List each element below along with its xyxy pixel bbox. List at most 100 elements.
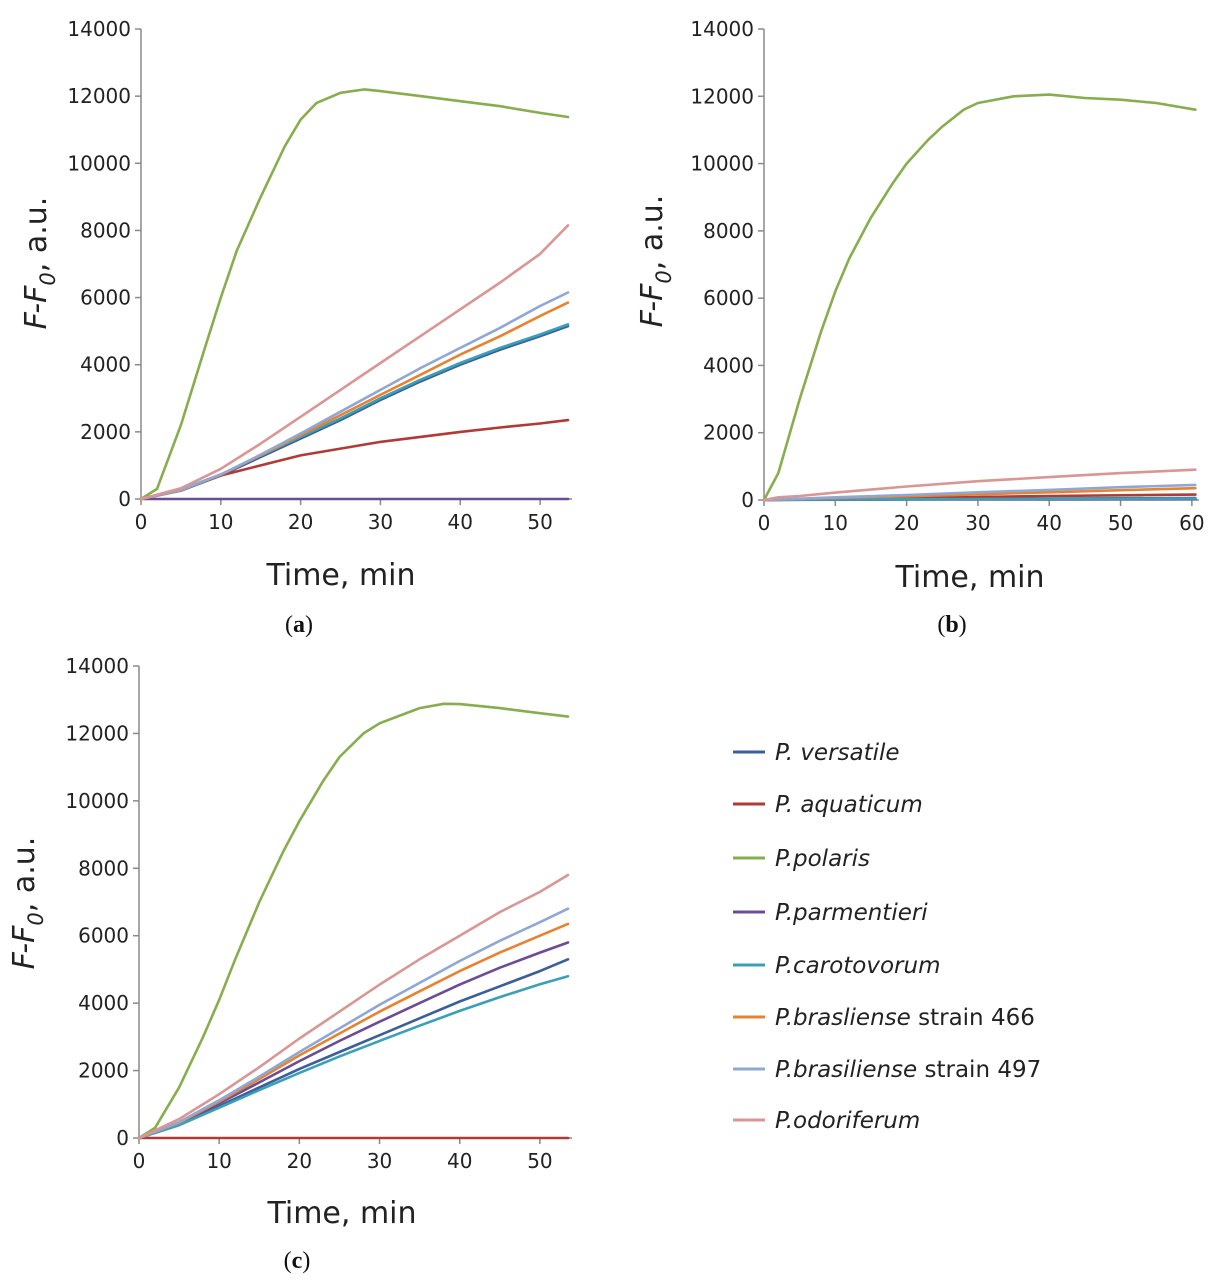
- svg-text:P.brasliense strain 466: P.brasliense strain 466: [775, 1005, 1035, 1031]
- y-tick-label: 12000: [690, 84, 754, 108]
- panel-c-xlabel: Time, min: [266, 1196, 416, 1231]
- panel-b-letter: b: [945, 612, 958, 638]
- y-tick-label: 6000: [78, 924, 129, 948]
- y-tick-label: 14000: [690, 17, 754, 41]
- x-tick-label: 0: [758, 511, 771, 535]
- series-line-p-polaris: [139, 88, 570, 501]
- series-line-p-carotovorum: [137, 974, 570, 1140]
- panel-a-label: (a): [285, 612, 313, 638]
- x-tick-label: 50: [1108, 511, 1133, 535]
- panel-c: Time, min F-F0, a.u. (c) 020004000600080…: [7, 654, 572, 1274]
- svg-text:P.polaris: P.polaris: [775, 846, 870, 872]
- legend-label: P.polaris: [775, 846, 870, 872]
- y-tick-label: 6000: [703, 286, 754, 310]
- panel-c-ylabel-main: F-F: [7, 925, 42, 969]
- x-tick-label: 30: [965, 511, 990, 535]
- y-tick-label: 6000: [80, 286, 131, 310]
- x-tick-label: 40: [1037, 511, 1062, 535]
- svg-text:P.parmentieri: P.parmentieri: [775, 900, 928, 926]
- x-tick-label: 20: [287, 1149, 312, 1173]
- series-line-p-aquaticum: [139, 418, 570, 501]
- x-tick-label: 40: [448, 510, 473, 534]
- series-line-p-carotovorum: [762, 497, 1197, 502]
- y-tick-label: 2000: [78, 1059, 129, 1083]
- legend-label: P. aquaticum: [775, 792, 923, 818]
- legend-item: P. versatile: [733, 740, 900, 766]
- panel-a-ylabel-rest: , a.u.: [19, 197, 54, 273]
- y-tick-label: 12000: [67, 84, 131, 108]
- legend-label: P.carotovorum: [775, 953, 941, 979]
- y-tick-label: 14000: [65, 654, 129, 678]
- y-tick-label: 0: [118, 487, 131, 511]
- series-line-p-odoriferum: [762, 468, 1197, 502]
- svg-text:P. aquaticum: P. aquaticum: [775, 792, 923, 818]
- panel-a-letter: a: [293, 612, 305, 638]
- x-tick-label: 30: [367, 1149, 392, 1173]
- x-tick-label: 10: [206, 1149, 231, 1173]
- x-tick-label: 30: [368, 510, 393, 534]
- panel-c-letter: c: [292, 1248, 303, 1274]
- y-tick-label: 2000: [80, 420, 131, 444]
- series-line-p-odoriferum: [139, 224, 570, 501]
- legend-label: P.brasliense: [775, 1005, 911, 1031]
- legend-item: P.brasliense strain 466: [733, 1005, 1035, 1031]
- x-tick-label: 20: [894, 511, 919, 535]
- y-tick-label: 10000: [65, 789, 129, 813]
- panel-a-ylabel-main: F-F: [19, 285, 54, 329]
- svg-text:P.odoriferum: P.odoriferum: [775, 1108, 920, 1134]
- panel-c-ylabel-rest: , a.u.: [7, 837, 42, 913]
- panel-b-ylabel: F-F0, a.u.: [635, 195, 676, 328]
- panel-b-label: (b): [937, 612, 966, 638]
- x-tick-label: 20: [288, 510, 313, 534]
- y-tick-label: 0: [116, 1126, 129, 1150]
- svg-text:P. versatile: P. versatile: [775, 740, 900, 766]
- y-tick-label: 2000: [703, 421, 754, 445]
- x-tick-label: 60: [1179, 511, 1204, 535]
- series-line-p-odoriferum: [137, 873, 570, 1140]
- series-line-p-parmentieri: [137, 941, 570, 1140]
- y-tick-label: 4000: [80, 353, 131, 377]
- panel-c-ylabel-sub: 0: [24, 912, 48, 925]
- y-tick-label: 8000: [703, 219, 754, 243]
- series-line-p-brasiliense-strain-497: [139, 291, 570, 501]
- legend-item: P.brasiliense strain 497: [733, 1057, 1041, 1083]
- panel-b-ylabel-main: F-F: [635, 283, 670, 327]
- series-line-p-brasiliense-strain-497: [762, 483, 1197, 502]
- panel-a-xlabel: Time, min: [265, 558, 415, 593]
- series-line-p-brasliense-strain-466: [137, 922, 570, 1140]
- y-tick-label: 4000: [703, 353, 754, 377]
- series-line-p-polaris: [137, 702, 570, 1140]
- y-tick-label: 10000: [67, 151, 131, 175]
- x-tick-label: 50: [527, 1149, 552, 1173]
- legend-item: P.carotovorum: [733, 953, 941, 979]
- legend-label: P.parmentieri: [775, 900, 928, 926]
- series-line-p-polaris: [762, 93, 1197, 502]
- panel-b-ylabel-rest: , a.u.: [635, 195, 670, 271]
- panel-c-ylabel: F-F0, a.u.: [7, 837, 48, 970]
- panel-b-ylabel-sub: 0: [652, 270, 676, 283]
- y-tick-label: 12000: [65, 721, 129, 745]
- legend-label: P.brasiliense: [775, 1057, 917, 1083]
- series-line-p-brasliense-strain-466: [139, 301, 570, 501]
- svg-text:P.carotovorum: P.carotovorum: [775, 953, 941, 979]
- x-tick-label: 50: [527, 510, 552, 534]
- legend-item: P.parmentieri: [733, 900, 928, 926]
- y-tick-label: 4000: [78, 991, 129, 1015]
- legend-label: P. versatile: [775, 740, 900, 766]
- y-tick-label: 8000: [78, 856, 129, 880]
- panel-a-ylabel-sub: 0: [36, 272, 60, 285]
- y-tick-label: 8000: [80, 218, 131, 242]
- legend-item: P.polaris: [733, 846, 870, 872]
- y-tick-label: 14000: [67, 17, 131, 41]
- x-tick-label: 10: [823, 511, 848, 535]
- panel-a: Time, min F-F0, a.u. (a) 020004000600080…: [19, 17, 572, 638]
- x-tick-label: 0: [133, 1149, 146, 1173]
- legend-suffix: strain 497: [917, 1057, 1041, 1083]
- x-tick-label: 0: [135, 510, 148, 534]
- x-tick-label: 10: [208, 510, 233, 534]
- legend-item: P.odoriferum: [733, 1108, 920, 1134]
- y-tick-label: 0: [741, 488, 754, 512]
- panel-c-label: (c): [284, 1248, 311, 1274]
- panel-b: Time, min F-F0, a.u. (b) 020004000600080…: [635, 17, 1205, 638]
